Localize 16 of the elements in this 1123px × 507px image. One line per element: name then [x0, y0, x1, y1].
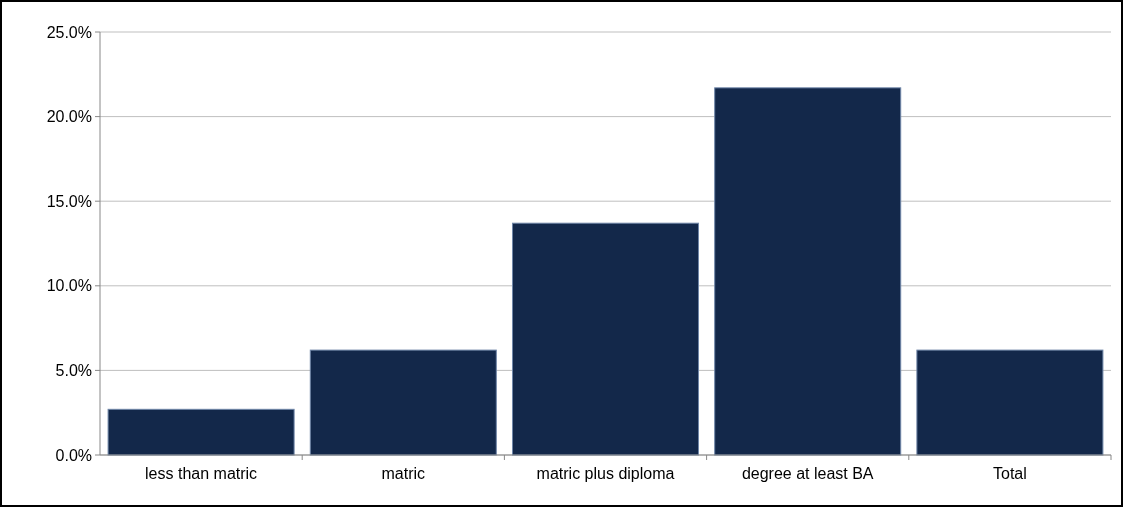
- bar: [714, 87, 902, 456]
- x-tick-label: Total: [993, 465, 1027, 482]
- y-tick-label: 0.0%: [55, 446, 92, 464]
- bar: [916, 349, 1104, 456]
- x-tick-label: matric plus diploma: [536, 465, 675, 482]
- x-tick-label: less than matric: [145, 465, 258, 482]
- x-tick-label: degree at least BA: [741, 465, 874, 482]
- y-tick-label: 25.0%: [46, 23, 92, 41]
- bar: [309, 349, 497, 456]
- x-tick-label: matric: [381, 465, 426, 482]
- y-tick-label: 15.0%: [46, 192, 92, 210]
- y-tick-label: 20.0%: [46, 108, 92, 126]
- bar: [107, 408, 295, 456]
- y-tick-label: 10.0%: [46, 277, 92, 295]
- bar: [511, 222, 700, 456]
- y-tick-label: 5.0%: [55, 362, 92, 379]
